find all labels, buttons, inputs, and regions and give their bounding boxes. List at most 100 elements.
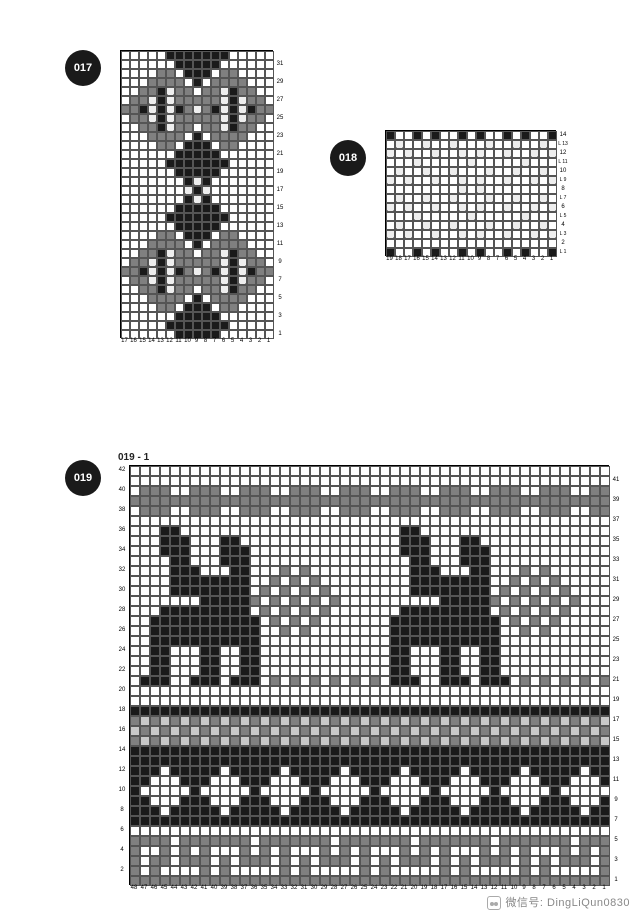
chart-cell [260, 506, 270, 516]
chart-cell [170, 776, 180, 786]
chart-cell [570, 596, 580, 606]
chart-cell [157, 168, 166, 177]
chart-cell [190, 816, 200, 826]
chart-cell [420, 656, 430, 666]
chart-cell [521, 131, 530, 140]
chart-cell [290, 646, 300, 656]
chart-cell [148, 258, 157, 267]
chart-cell [490, 756, 500, 766]
chart-cell [540, 536, 550, 546]
chart-cell [449, 194, 458, 203]
chart-cell [310, 866, 320, 876]
chart-cell [590, 516, 600, 526]
chart-cell [470, 506, 480, 516]
chart-cell [211, 159, 220, 168]
chart-cell [530, 816, 540, 826]
chart-cell [380, 536, 390, 546]
chart-cell [420, 466, 430, 476]
chart-cell [550, 766, 560, 776]
chart-cell [390, 536, 400, 546]
chart-cell [440, 816, 450, 826]
chart-cell [520, 676, 530, 686]
chart-cell [550, 686, 560, 696]
chart-cell [229, 222, 238, 231]
chart-cell [280, 566, 290, 576]
chart-cell [121, 114, 130, 123]
chart-cell [247, 123, 256, 132]
chart-cell [140, 516, 150, 526]
chart-cell [210, 746, 220, 756]
chart-cell [280, 866, 290, 876]
chart-cell [220, 606, 230, 616]
chart-cell [490, 606, 500, 616]
chart-cell [470, 576, 480, 586]
chart-cell [503, 176, 512, 185]
chart-cell [220, 596, 230, 606]
chart-cell [420, 486, 430, 496]
chart-cell [390, 506, 400, 516]
chart-cell [130, 267, 139, 276]
chart-cell [530, 696, 540, 706]
chart-cell [170, 546, 180, 556]
chart-cell [380, 576, 390, 586]
chart-cell [360, 706, 370, 716]
chart-cell [590, 856, 600, 866]
chart-cell [175, 285, 184, 294]
chart-cell [503, 158, 512, 167]
chart-cell [193, 267, 202, 276]
chart-cell [449, 239, 458, 248]
chart-cell [200, 706, 210, 716]
chart-cell [404, 167, 413, 176]
chart-cell [340, 846, 350, 856]
chart-cell [170, 506, 180, 516]
chart-cell [200, 656, 210, 666]
chart-cell [220, 204, 229, 213]
chart-cell [340, 786, 350, 796]
chart-cell [550, 846, 560, 856]
chart-cell [550, 576, 560, 586]
chart-cell [320, 686, 330, 696]
chart-cell [450, 836, 460, 846]
chart-cell [170, 576, 180, 586]
chart-cell [280, 616, 290, 626]
chart-cell [520, 466, 530, 476]
chart-cell [220, 466, 230, 476]
chart-cell [340, 556, 350, 566]
chart-cell [390, 556, 400, 566]
chart-cell [270, 756, 280, 766]
chart-cell [530, 466, 540, 476]
chart-cell [460, 736, 470, 746]
chart-cell [300, 806, 310, 816]
chart-cell [360, 746, 370, 756]
chart-cell [580, 666, 590, 676]
chart-cell [247, 105, 256, 114]
chart-cell [350, 616, 360, 626]
chart-cell [247, 150, 256, 159]
chart-cell [310, 656, 320, 666]
chart-cell [190, 806, 200, 816]
chart-cell [310, 596, 320, 606]
chart-cell [470, 696, 480, 706]
chart-cell [590, 866, 600, 876]
chart-cell [238, 150, 247, 159]
chart-cell [410, 576, 420, 586]
chart-cell [580, 786, 590, 796]
chart-cell [480, 586, 490, 596]
chart-cell [520, 486, 530, 496]
chart-cell [170, 756, 180, 766]
chart-cell [340, 706, 350, 716]
chart-cell [184, 60, 193, 69]
chart-cell [270, 806, 280, 816]
chart-cell [211, 312, 220, 321]
chart-cell [490, 546, 500, 556]
chart-cell [240, 516, 250, 526]
chart-cell [390, 576, 400, 586]
chart-cell [220, 836, 230, 846]
chart-cell [440, 486, 450, 496]
chart-cell [180, 736, 190, 746]
chart-cell [330, 606, 340, 616]
chart-cell [260, 756, 270, 766]
chart-cell [420, 726, 430, 736]
chart-cell [240, 586, 250, 596]
chart-cell [184, 267, 193, 276]
